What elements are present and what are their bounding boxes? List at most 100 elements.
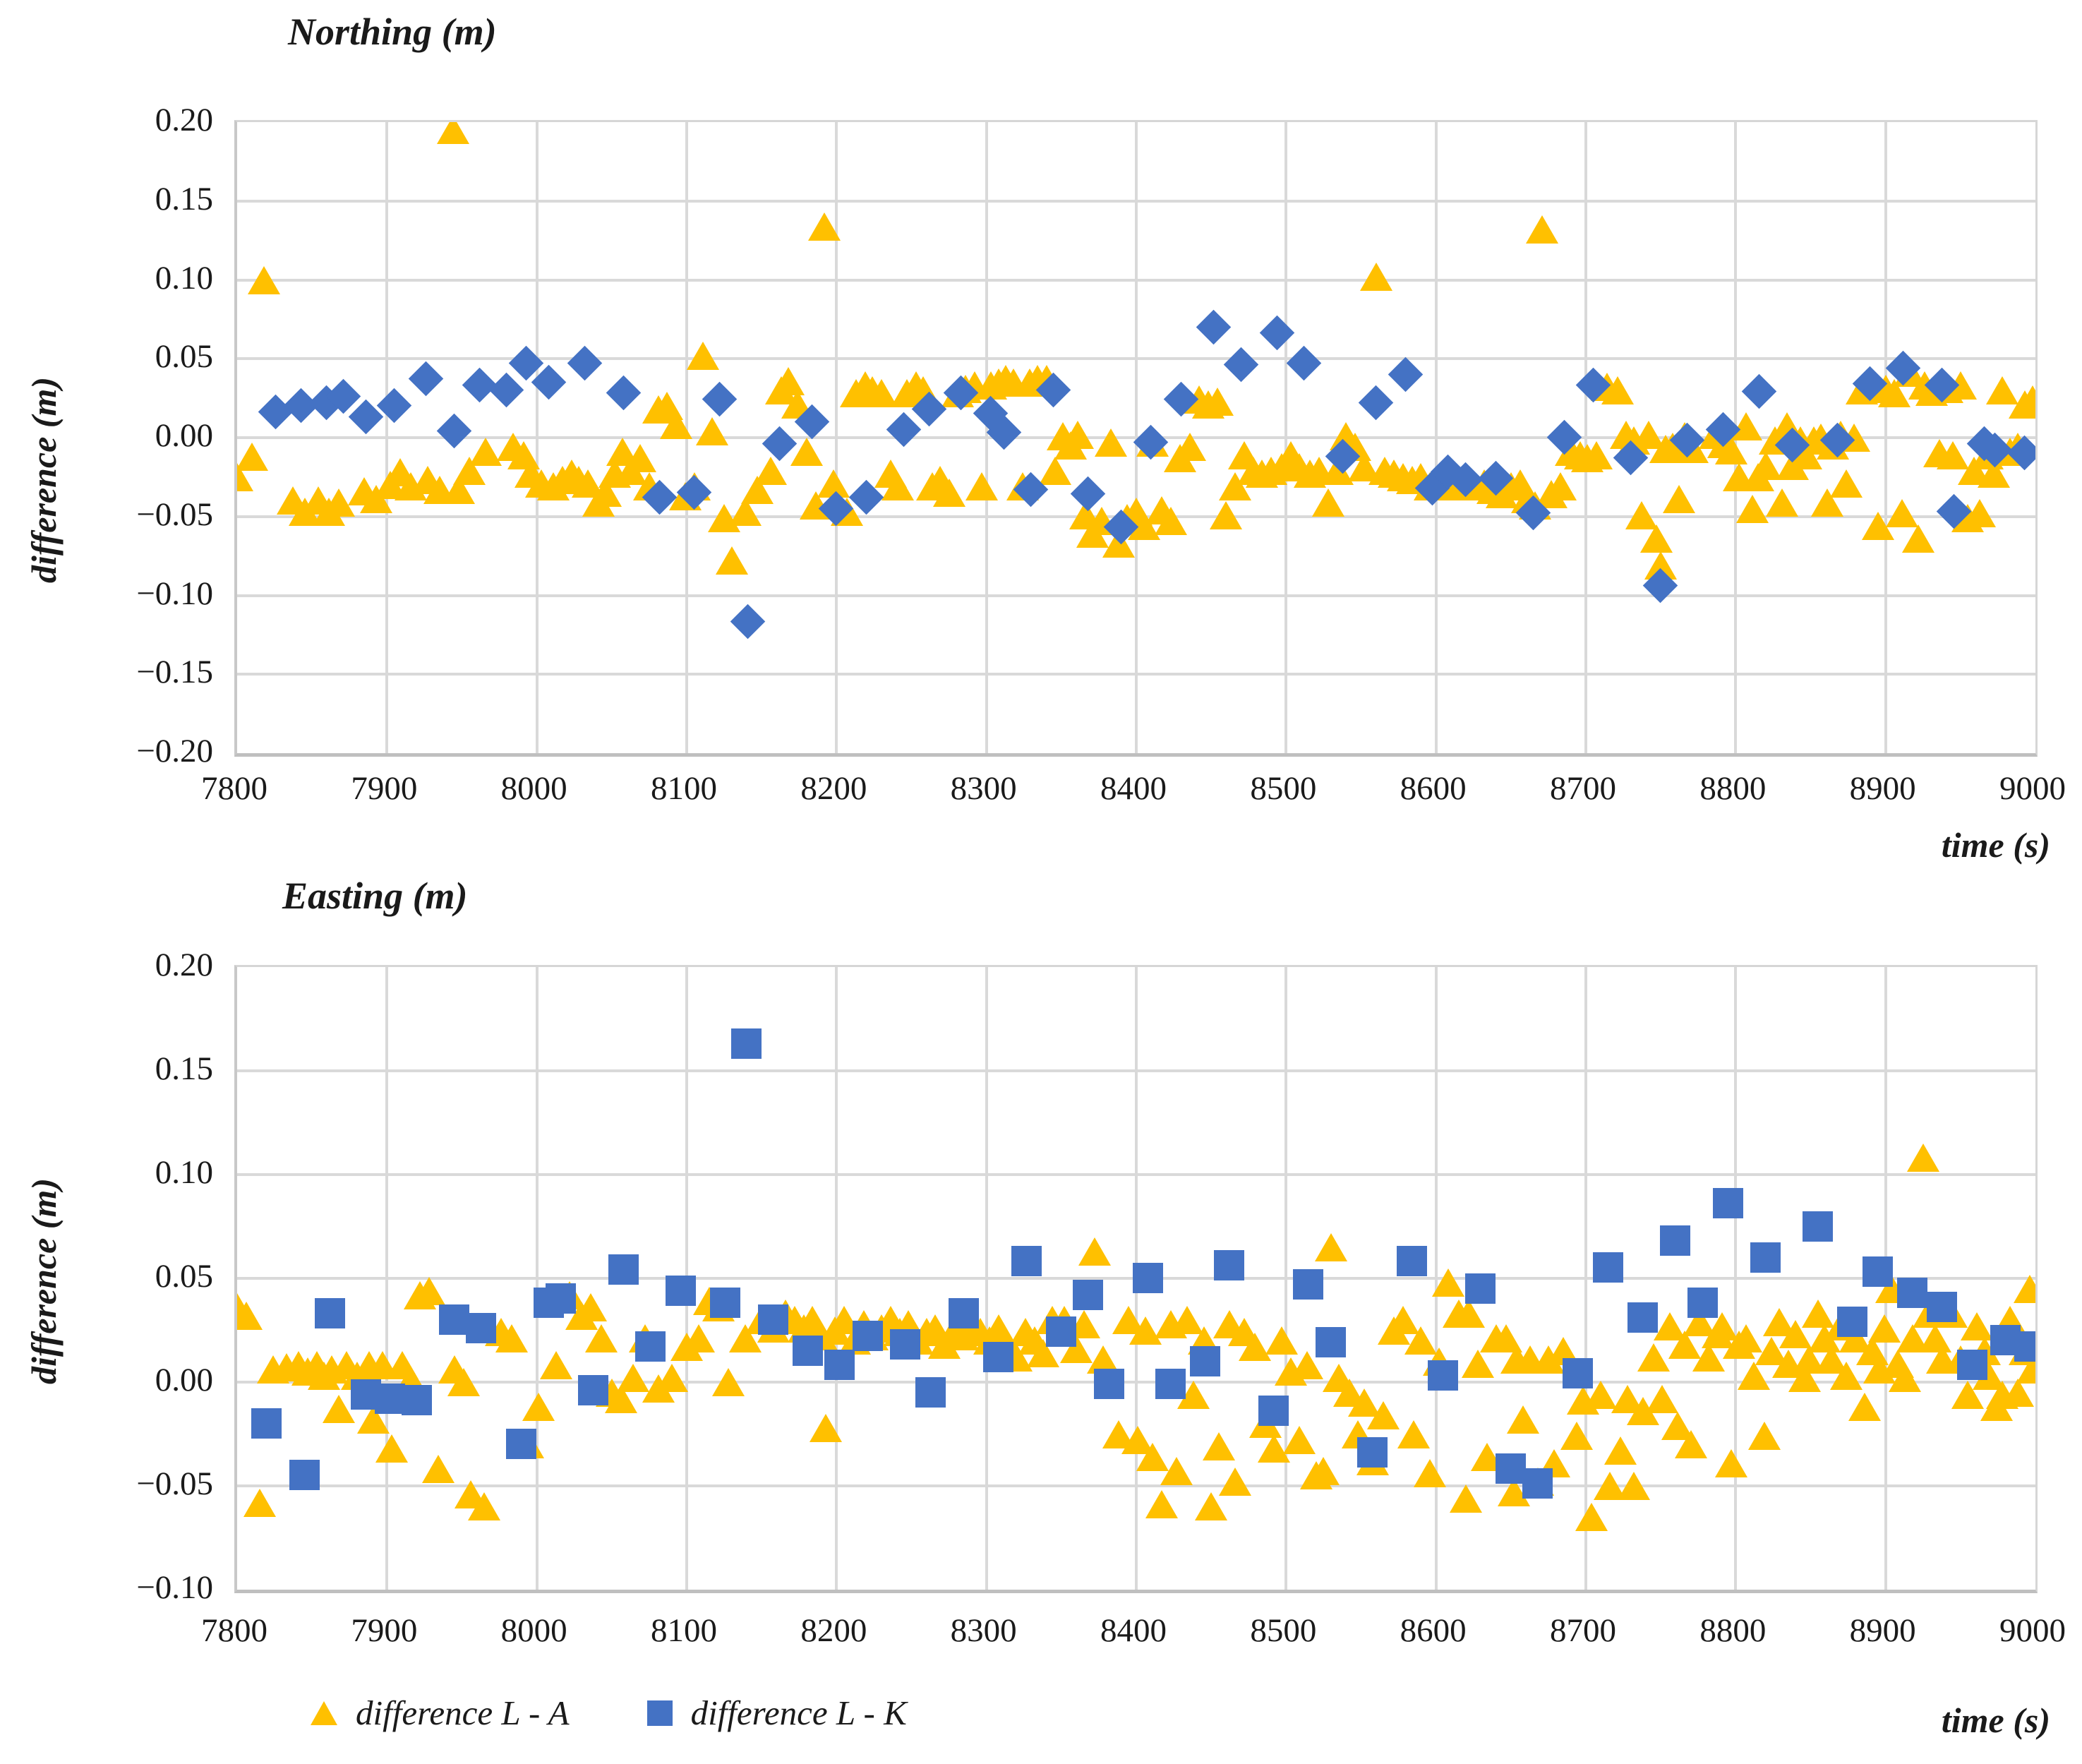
triangle-data-point	[696, 417, 729, 446]
square-data-point	[1293, 1268, 1324, 1300]
x-tick-label: 8800	[1699, 770, 1767, 807]
triangle-data-point	[1174, 433, 1207, 462]
triangle-data-point	[1544, 472, 1577, 501]
triangle-data-point	[1094, 428, 1127, 457]
square-data-point	[251, 1408, 282, 1439]
x-tick-label: 8800	[1699, 1612, 1767, 1649]
triangle-data-point	[1625, 500, 1658, 529]
triangle-data-point	[881, 472, 915, 501]
triangle-data-point	[772, 366, 805, 395]
triangle-data-point	[468, 1492, 501, 1521]
triangle-data-point	[715, 546, 748, 575]
triangle-data-point	[1662, 485, 1695, 514]
triangle-data-point	[1889, 1364, 1922, 1393]
square-data-point	[792, 1335, 823, 1366]
square-data-point	[1357, 1436, 1388, 1468]
y-tick-label: 0.20	[155, 102, 213, 138]
square-data-point	[1011, 1246, 1042, 1277]
triangle-data-point	[1902, 524, 1935, 553]
y-gridline	[237, 1173, 2035, 1176]
northing-y-tick-labels: 0.20 0.15 0.10 0.05 0.00 −0.05 −0.10 −0.15 −0.20	[0, 102, 213, 769]
triangle-data-point	[808, 212, 841, 241]
square-data-point	[289, 1460, 320, 1491]
x-tick-label: 9000	[1999, 770, 2066, 807]
triangle-data-point	[624, 444, 657, 473]
square-data-point	[1465, 1273, 1496, 1304]
y-gridline	[237, 1069, 2035, 1072]
y-gridline	[237, 199, 2035, 203]
triangle-data-point	[1737, 1362, 1770, 1391]
triangle-data-point	[712, 1368, 745, 1396]
square-data-point	[1073, 1279, 1104, 1310]
triangle-data-point	[1160, 1457, 1193, 1486]
triangle-data-point	[574, 1293, 608, 1322]
triangle-data-point	[436, 122, 469, 145]
square-data-point	[730, 1028, 762, 1059]
easting-chart-title: Easting (m)	[282, 875, 468, 917]
y-gridline	[237, 1484, 2035, 1487]
square-data-point	[852, 1321, 883, 1352]
triangle-data-point	[1462, 1349, 1495, 1378]
triangle-data-point	[237, 1301, 263, 1330]
square-data-point	[1956, 1350, 1987, 1381]
triangle-data-point	[1450, 1484, 1483, 1513]
triangle-data-point	[375, 1434, 408, 1463]
triangle-data-point	[1617, 1472, 1650, 1500]
square-data-point	[1863, 1256, 1894, 1288]
triangle-data-point	[1961, 1312, 1994, 1340]
y-tick-label: −0.10	[136, 1569, 213, 1606]
triangle-data-point	[1560, 1422, 1594, 1451]
triangle-data-point	[1210, 500, 1243, 529]
northing-x-axis-title: time (s)	[1941, 825, 2050, 865]
triangle-data-point	[1867, 1314, 1901, 1343]
triangle-data-point	[687, 341, 720, 370]
square-data-point	[1687, 1288, 1718, 1319]
triangle-data-point	[495, 1324, 528, 1353]
northing-chart-title: Northing (m)	[288, 11, 497, 53]
square-data-point	[1213, 1250, 1244, 1281]
triangle-data-point	[655, 1364, 688, 1393]
triangle-data-point	[1506, 1405, 1539, 1434]
square-data-point	[1428, 1360, 1459, 1391]
northing-chart: Northing (m) difference (m) 0.20 0.15 0.10…	[0, 0, 2082, 875]
y-tick-label: −0.15	[136, 654, 213, 691]
square-data-point	[982, 1341, 1013, 1372]
legend-label: difference L - K	[690, 1693, 907, 1732]
x-tick-label: 8500	[1250, 1612, 1317, 1649]
square-data-point	[915, 1376, 946, 1408]
triangle-data-point	[1674, 1430, 1707, 1459]
square-data-point	[1563, 1358, 1594, 1389]
x-tick-label: 8600	[1400, 770, 1467, 807]
x-tick-label: 8300	[950, 1612, 1017, 1649]
triangle-data-point	[1830, 1362, 1863, 1391]
y-tick-label: 0.05	[155, 1258, 213, 1295]
triangle-data-point	[965, 472, 999, 501]
x-tick-label: 8600	[1400, 1612, 1467, 1649]
triangle-data-point	[1830, 469, 1863, 498]
triangle-data-point	[932, 479, 965, 508]
triangle-data-point	[1414, 1459, 1447, 1488]
x-tick-label: 8300	[950, 770, 1017, 807]
square-data-point	[466, 1312, 497, 1343]
square-data-point	[1258, 1396, 1289, 1427]
x-tick-label: 8900	[1849, 770, 1916, 807]
y-tick-label: 0.00	[155, 417, 213, 454]
triangle-data-point	[447, 1368, 480, 1396]
triangle-data-point	[1637, 1343, 1670, 1372]
x-tick-label: 8000	[500, 1612, 567, 1649]
x-tick-label: 8400	[1100, 770, 1167, 807]
triangle-data-point	[754, 456, 787, 485]
legend-item-difference-l-k: difference L - K	[646, 1693, 907, 1733]
square-data-point	[1132, 1263, 1163, 1293]
y-gridline	[237, 436, 2035, 439]
triangle-data-point	[1646, 1384, 1679, 1413]
easting-x-axis-title: time (s)	[1941, 1700, 2050, 1740]
triangle-data-point	[584, 1324, 618, 1353]
x-tick-label: 8100	[651, 770, 717, 807]
legend-label: difference L - A	[356, 1693, 570, 1732]
y-tick-label: 0.15	[155, 180, 213, 217]
y-tick-label: −0.05	[136, 1465, 213, 1502]
square-data-point	[1836, 1306, 1867, 1337]
y-tick-label: −0.20	[136, 733, 213, 769]
